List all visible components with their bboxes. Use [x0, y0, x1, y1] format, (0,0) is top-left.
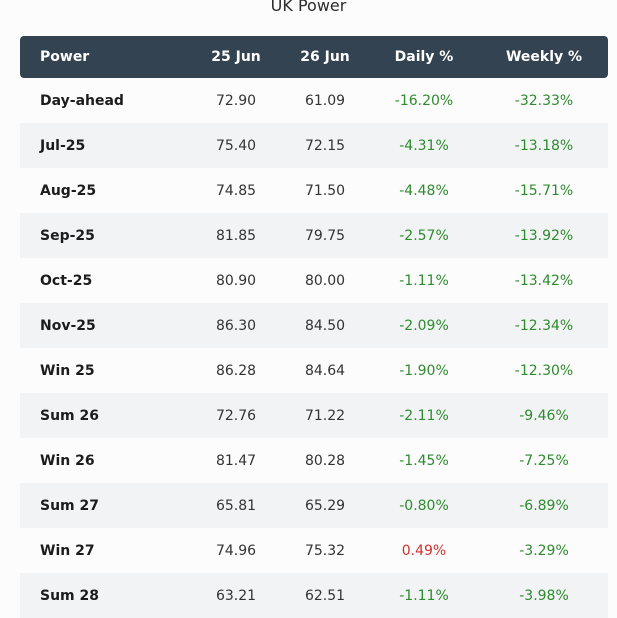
row-26-jun: 65.29: [304, 497, 346, 514]
row-name: Sum 28: [40, 587, 99, 604]
row-daily-pct: -4.48%: [399, 182, 449, 199]
row-daily-pct: -4.31%: [399, 137, 449, 154]
row-weekly-pct: -3.29%: [519, 542, 569, 559]
row-26-jun: 75.32: [304, 542, 346, 559]
row-26-jun: 79.75: [304, 227, 346, 244]
row-weekly-pct: -7.25%: [519, 452, 569, 469]
row-25-jun: 86.30: [215, 317, 257, 334]
row-name: Win 27: [40, 542, 95, 559]
row-26-jun: 80.00: [304, 272, 346, 289]
table-row: Sum 27 65.81 65.29 -0.80% -6.89%: [20, 483, 608, 528]
row-daily-pct: 0.49%: [401, 542, 447, 559]
row-name: Aug-25: [40, 182, 97, 199]
row-name: Sep-25: [40, 227, 95, 244]
row-name: Win 26: [40, 452, 95, 469]
row-name: Sum 27: [40, 497, 99, 514]
table-title: UK Power: [270, 0, 347, 15]
row-25-jun: 81.47: [215, 452, 257, 469]
row-daily-pct: -2.57%: [399, 227, 449, 244]
row-daily-pct: -1.11%: [399, 587, 449, 604]
row-daily-pct: -16.20%: [394, 92, 454, 109]
row-25-jun: 75.40: [215, 137, 257, 154]
row-26-jun: 62.51: [304, 587, 346, 604]
row-25-jun: 65.81: [215, 497, 257, 514]
header-26-jun[interactable]: 26 Jun: [300, 49, 350, 65]
row-daily-pct: -1.11%: [399, 272, 449, 289]
row-weekly-pct: -12.34%: [514, 317, 574, 334]
table-row: Aug-25 74.85 71.50 -4.48% -15.71%: [20, 168, 608, 213]
row-26-jun: 61.09: [304, 92, 346, 109]
row-name: Sum 26: [40, 407, 99, 424]
header-weekly-pct[interactable]: Weekly %: [505, 49, 583, 65]
uk-power-table: Power 25 Jun 26 Jun Daily % Weekly % Day…: [20, 36, 608, 618]
row-26-jun: 71.50: [304, 182, 346, 199]
table-row: Win 26 81.47 80.28 -1.45% -7.25%: [20, 438, 608, 483]
row-26-jun: 84.64: [304, 362, 346, 379]
table-row: Oct-25 80.90 80.00 -1.11% -13.42%: [20, 258, 608, 303]
row-25-jun: 74.85: [215, 182, 257, 199]
table-row: Day-ahead 72.90 61.09 -16.20% -32.33%: [20, 78, 608, 123]
row-26-jun: 80.28: [304, 452, 346, 469]
table-row: Win 27 74.96 75.32 0.49% -3.29%: [20, 528, 608, 573]
row-name: Oct-25: [40, 272, 93, 289]
row-weekly-pct: -13.18%: [514, 137, 574, 154]
row-weekly-pct: -32.33%: [514, 92, 574, 109]
row-daily-pct: -1.90%: [399, 362, 449, 379]
row-weekly-pct: -3.98%: [519, 587, 569, 604]
table-row: Sep-25 81.85 79.75 -2.57% -13.92%: [20, 213, 608, 258]
row-daily-pct: -2.09%: [399, 317, 449, 334]
table-header: Power 25 Jun 26 Jun Daily % Weekly %: [20, 36, 608, 78]
row-26-jun: 84.50: [304, 317, 346, 334]
row-25-jun: 81.85: [215, 227, 257, 244]
header-25-jun[interactable]: 25 Jun: [211, 49, 261, 65]
row-25-jun: 86.28: [215, 362, 257, 379]
table-row: Sum 28 63.21 62.51 -1.11% -3.98%: [20, 573, 608, 618]
row-weekly-pct: -12.30%: [514, 362, 574, 379]
row-daily-pct: -0.80%: [399, 497, 449, 514]
table-row: Sum 26 72.76 71.22 -2.11% -9.46%: [20, 393, 608, 438]
header-daily-pct[interactable]: Daily %: [394, 49, 454, 65]
row-daily-pct: -1.45%: [399, 452, 449, 469]
table-row: Win 25 86.28 84.64 -1.90% -12.30%: [20, 348, 608, 393]
row-weekly-pct: -6.89%: [519, 497, 569, 514]
header-power[interactable]: Power: [40, 49, 90, 65]
row-25-jun: 63.21: [215, 587, 257, 604]
row-weekly-pct: -9.46%: [519, 407, 569, 424]
row-daily-pct: -2.11%: [399, 407, 449, 424]
row-26-jun: 71.22: [304, 407, 346, 424]
row-weekly-pct: -13.42%: [514, 272, 574, 289]
row-25-jun: 72.90: [215, 92, 257, 109]
row-25-jun: 74.96: [215, 542, 257, 559]
row-25-jun: 80.90: [215, 272, 257, 289]
row-25-jun: 72.76: [215, 407, 257, 424]
row-weekly-pct: -13.92%: [514, 227, 574, 244]
row-weekly-pct: -15.71%: [514, 182, 574, 199]
row-name: Day-ahead: [40, 92, 124, 109]
row-name: Win 25: [40, 362, 95, 379]
table-row: Jul-25 75.40 72.15 -4.31% -13.18%: [20, 123, 608, 168]
table-row: Nov-25 86.30 84.50 -2.09% -12.34%: [20, 303, 608, 348]
row-26-jun: 72.15: [304, 137, 346, 154]
row-name: Nov-25: [40, 317, 96, 334]
row-name: Jul-25: [40, 137, 86, 154]
